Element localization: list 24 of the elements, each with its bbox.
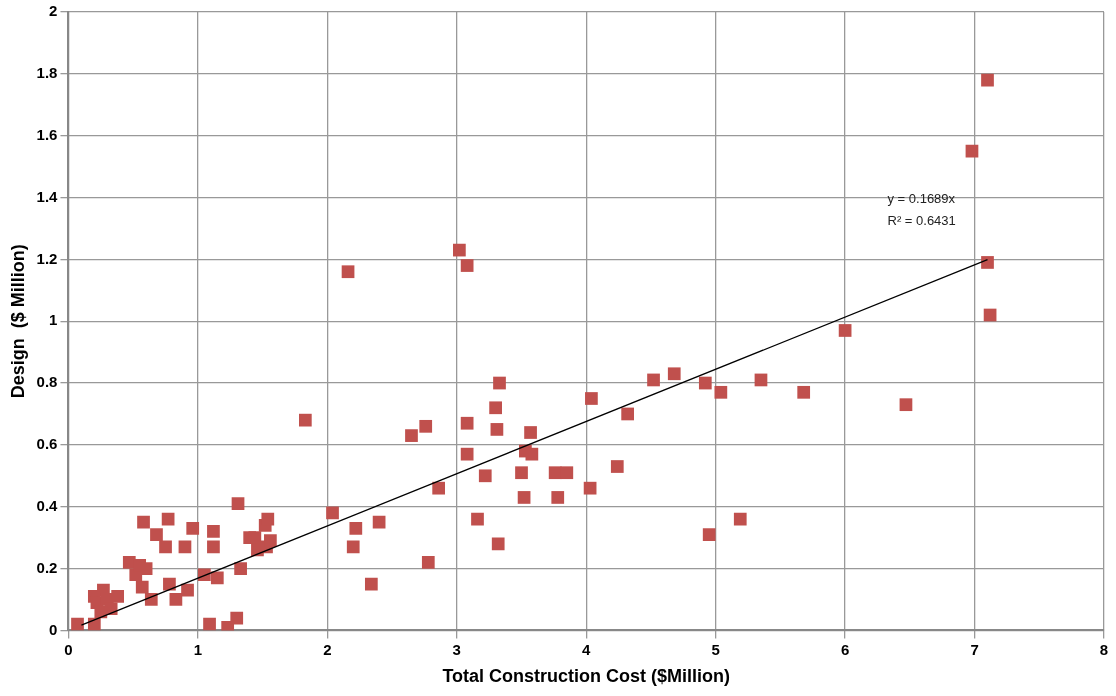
x-tick-label: 1 (193, 640, 203, 658)
y-tick-label: 0 (49, 620, 58, 638)
x-tick-label: 6 (840, 640, 850, 658)
x-tick-label: 5 (711, 640, 720, 658)
y-tick-label: 0.2 (36, 558, 58, 576)
y-axis-title: Design ($ Million) (7, 244, 28, 399)
y-tick-label: 1.4 (36, 187, 59, 205)
y-tick-label: 0.6 (36, 435, 58, 453)
y-tick-label: 1.8 (36, 63, 58, 81)
y-tick-label: 0.8 (36, 373, 58, 391)
x-tick-label: 2 (323, 640, 332, 658)
y-tick-label: 1 (49, 311, 58, 329)
x-tick-label: 4 (582, 640, 592, 658)
x-tick-label: 8 (1099, 640, 1109, 658)
y-tick-label: 1.6 (36, 125, 58, 143)
x-axis-title: Total Construction Cost ($Million) (442, 666, 731, 687)
x-tick-label: 0 (64, 640, 73, 658)
x-tick-label: 3 (452, 640, 461, 658)
x-tick-label: 7 (970, 640, 979, 658)
y-tick-label: 0.4 (36, 496, 59, 514)
y-tick-label: 2 (49, 2, 58, 20)
annotation: y = 0.1689x (887, 191, 956, 207)
annotation: R² = 0.6431 (887, 213, 956, 229)
y-tick-label: 1.2 (36, 249, 58, 267)
